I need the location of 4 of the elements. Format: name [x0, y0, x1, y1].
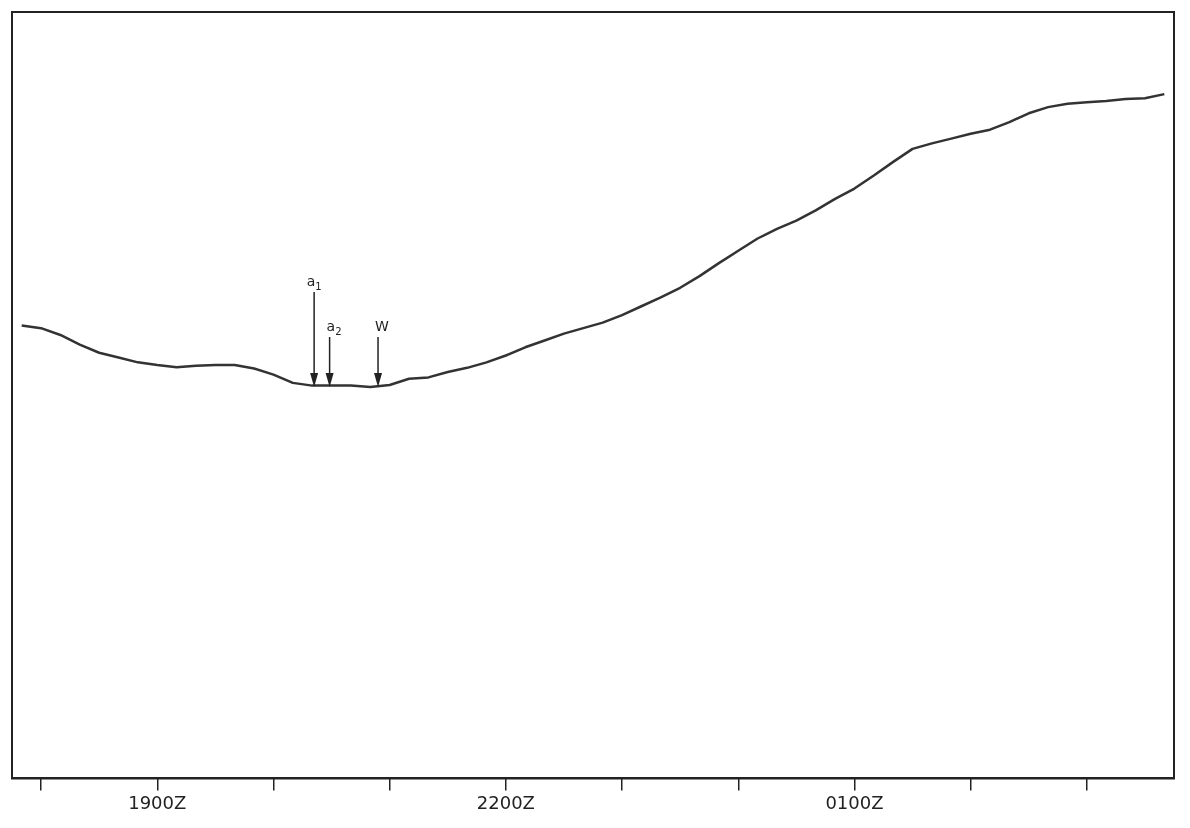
x-tick-label: 1900Z: [128, 791, 187, 813]
annotation: W: [375, 317, 390, 334]
x-tick-label: 0100Z: [825, 791, 884, 813]
x-tick-label: 2200Z: [476, 791, 535, 813]
